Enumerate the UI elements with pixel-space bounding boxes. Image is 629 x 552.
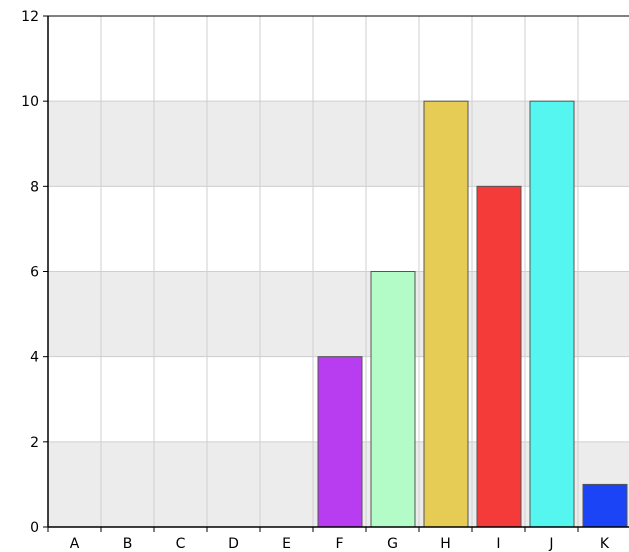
bar-f	[317, 356, 363, 528]
x-tick-label: J	[548, 536, 553, 552]
x-tick-label: F	[335, 536, 343, 552]
y-tick-label: 2	[30, 435, 39, 451]
y-tick-label: 6	[30, 265, 39, 281]
y-tick-label: 0	[30, 520, 39, 536]
bar-i	[476, 185, 522, 528]
x-tick-label: C	[176, 536, 186, 552]
x-axis-ticks: A B C D E F G H I J K	[47, 527, 610, 552]
x-tick-label: E	[282, 536, 291, 552]
x-tick-label: A	[70, 536, 80, 552]
y-tick-label: 10	[21, 94, 39, 110]
bar-k	[582, 483, 628, 528]
x-tick-label: D	[228, 536, 239, 552]
y-tick-label: 12	[21, 9, 39, 25]
bar-j	[529, 100, 575, 528]
bar-h	[423, 100, 469, 528]
bar-g	[370, 271, 416, 528]
x-tick-label: H	[440, 536, 451, 552]
x-tick-label: G	[387, 536, 398, 552]
x-tick-label: I	[496, 536, 500, 552]
y-tick-label: 4	[30, 350, 39, 366]
x-tick-label: B	[123, 536, 133, 552]
x-tick-label: K	[600, 536, 610, 552]
y-axis-ticks: 0 2 4 6 8 10 12	[21, 9, 48, 536]
y-tick-label: 8	[30, 179, 39, 195]
